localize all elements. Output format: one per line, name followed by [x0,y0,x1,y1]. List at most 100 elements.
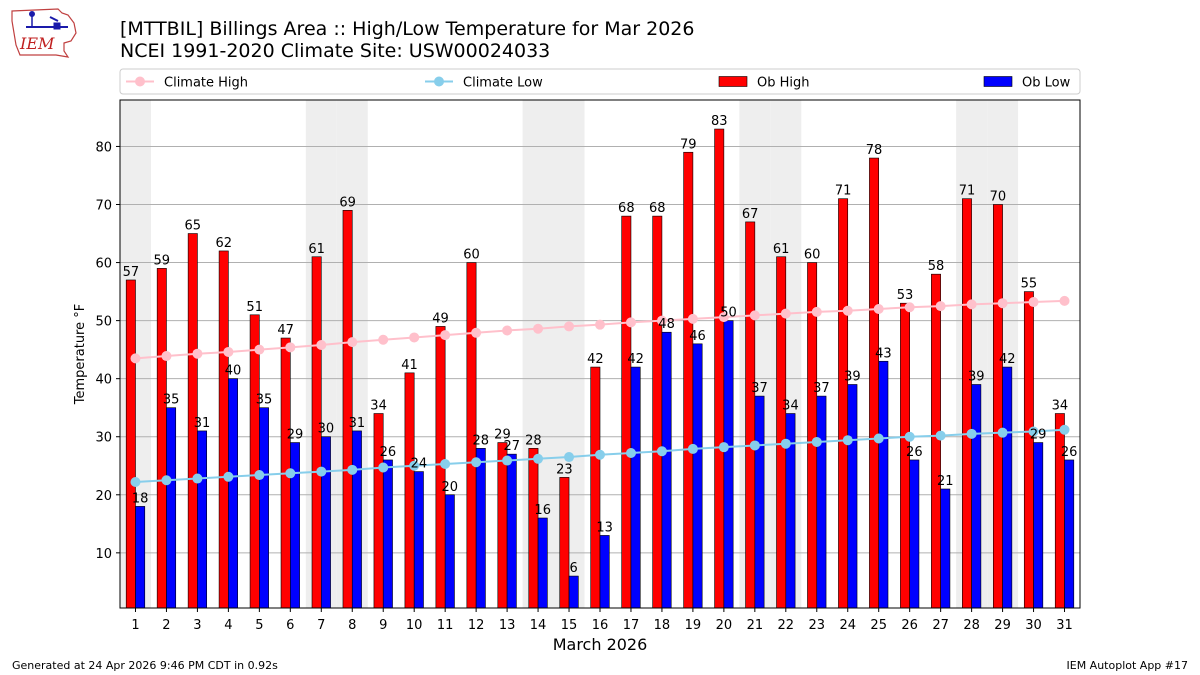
ob-low-label: 20 [442,480,459,495]
climate-high-point [285,342,296,353]
climate-high-point [254,344,265,355]
ob-high-label: 34 [1052,399,1069,414]
ob-low-label: 35 [256,393,273,408]
x-tick-label: 16 [592,618,609,633]
climate-high-point [471,327,482,338]
ob-low-bar [351,430,362,609]
ob-high-bar [342,210,353,609]
iem-logo: IEM [11,8,77,58]
climate-high-point [595,319,605,330]
ob-high-label: 34 [370,399,387,414]
y-tick-label: 40 [95,373,112,388]
climate-high-point [533,323,544,334]
ob-low-label: 18 [132,491,149,506]
climate-low-point [904,431,915,442]
ob-low-label: 42 [627,352,644,367]
x-tick-label: 9 [379,618,387,633]
climate-low-point [409,460,420,471]
x-tick-label: 13 [499,618,516,633]
y-tick-label: 50 [95,315,112,330]
ob-low-bar [290,442,300,609]
climate-high-point [904,302,915,313]
chart-subtitle: NCEI 1991-2020 Climate Site: USW00024033 [120,40,551,62]
y-tick-label: 20 [95,489,112,504]
ob-low-label: 26 [906,445,923,460]
climate-high-point [811,306,822,317]
climate-high-point [997,298,1008,309]
ob-low-label: 28 [473,433,490,448]
ob-low-bar [1002,366,1013,609]
ob-low-label: 39 [968,369,985,384]
ob-low-label: 29 [287,428,304,443]
climate-low-point [935,430,946,441]
ob-high-label: 29 [494,428,511,443]
ob-low-label: 26 [1061,445,1078,460]
ob-low-bar [1064,459,1075,609]
ob-high-label: 55 [1021,277,1038,292]
ob-high-label: 41 [401,358,418,373]
ob-low-bar [754,395,765,609]
ob-high-label: 68 [618,201,635,216]
climate-low-point [811,436,822,447]
climate-high-point [625,317,636,328]
ob-low-bar [259,407,269,609]
ob-low-label: 13 [596,520,613,535]
climate-low-point [285,468,296,479]
ob-high-label: 57 [123,265,140,280]
x-tick-label: 22 [778,618,795,633]
climate-low-point [1028,426,1039,437]
ob-low-label: 24 [411,457,428,472]
climate-high-point [409,332,420,343]
ob-low-label: 16 [534,503,551,518]
ob-high-label: 71 [959,184,976,199]
climate-low-point [873,433,884,444]
climate-low-point [595,449,605,460]
x-tick-label: 31 [1056,618,1073,633]
ob-high-bar [1054,413,1065,609]
chart-title: [MTTBIL] Billings Area :: High/Low Tempe… [120,18,695,40]
climate-low-point [1059,424,1070,435]
ob-low-bar [878,360,889,609]
climate-high-point [1028,297,1039,308]
weather-station-icon [26,11,68,30]
ob-low-bar [816,395,827,609]
climate-low-point [533,453,544,464]
x-tick-label: 8 [348,618,356,633]
ob-high-bar [218,250,229,609]
x-tick-label: 1 [131,618,139,633]
x-tick-label: 23 [809,618,826,633]
generated-timestamp: Generated at 24 Apr 2026 9:46 PM CDT in … [12,659,278,672]
app-label: IEM Autoplot App #17 [1066,659,1189,672]
x-tick-label: 20 [716,618,733,633]
climate-high-point [873,304,884,315]
ob-high-bar [652,215,663,609]
climate-high-point [1059,295,1070,306]
ob-high-label: 67 [742,207,759,222]
climate-high-point [192,348,203,359]
climate-high-point [780,308,791,319]
ob-low-label: 46 [689,329,706,344]
ob-low-label: 31 [349,416,366,431]
ob-low-bar [475,448,486,609]
climate-high-point [687,313,698,324]
legend-ob-high-label: Ob High [757,76,810,91]
ob-high-bar [714,128,725,609]
climate-low-point [471,457,482,468]
climate-low-point [254,470,265,481]
x-tick-label: 21 [747,618,764,633]
ob-high-label: 58 [928,259,945,274]
climate-low-point [130,477,141,488]
ob-low-label: 37 [813,381,830,396]
legend-climate-high-marker [135,76,145,87]
x-tick-label: 11 [437,618,454,633]
x-tick-label: 26 [901,618,918,633]
ob-low-bar [661,331,672,609]
legend-climate-high-label: Climate High [164,76,248,91]
ob-high-bar [125,279,136,609]
climate-high-point [347,337,358,348]
logo-text: IEM [19,34,55,53]
ob-low-bar [320,436,331,609]
legend-climate-low-marker [434,76,444,87]
climate-high-point [502,325,513,336]
x-tick-label: 27 [932,618,949,633]
